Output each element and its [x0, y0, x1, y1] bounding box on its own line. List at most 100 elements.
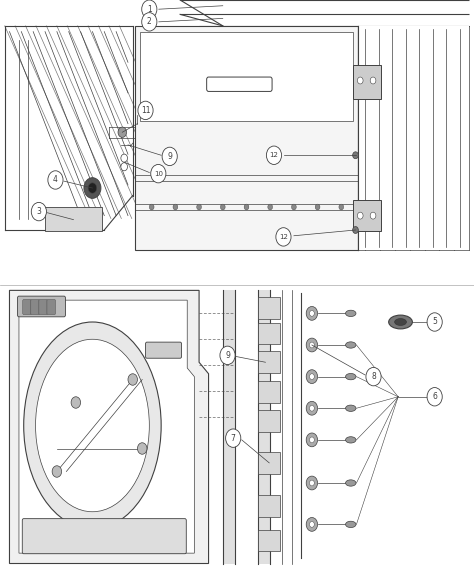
Circle shape	[48, 171, 63, 189]
Ellipse shape	[346, 437, 356, 443]
FancyBboxPatch shape	[18, 296, 65, 317]
Circle shape	[149, 204, 154, 210]
Circle shape	[427, 388, 442, 406]
Circle shape	[306, 338, 318, 352]
Circle shape	[370, 77, 376, 84]
FancyBboxPatch shape	[258, 323, 280, 344]
Circle shape	[276, 228, 291, 246]
Circle shape	[306, 476, 318, 490]
Text: 6: 6	[432, 392, 437, 401]
FancyBboxPatch shape	[353, 200, 381, 231]
Circle shape	[306, 401, 318, 415]
Polygon shape	[223, 290, 235, 564]
Text: 7: 7	[231, 434, 236, 443]
Text: 12: 12	[279, 234, 288, 240]
Ellipse shape	[389, 315, 412, 329]
Text: 5: 5	[432, 317, 437, 327]
Text: 8: 8	[371, 372, 376, 381]
Text: 9: 9	[167, 152, 172, 161]
Circle shape	[357, 212, 363, 219]
Circle shape	[128, 374, 137, 385]
Circle shape	[244, 204, 249, 210]
Circle shape	[366, 367, 381, 386]
Circle shape	[173, 204, 178, 210]
Circle shape	[266, 146, 282, 164]
Text: 11: 11	[141, 106, 150, 115]
FancyBboxPatch shape	[22, 519, 186, 554]
Ellipse shape	[346, 310, 356, 316]
Circle shape	[197, 204, 201, 210]
Text: 2: 2	[147, 17, 152, 26]
Circle shape	[162, 147, 177, 166]
FancyBboxPatch shape	[39, 300, 47, 315]
FancyBboxPatch shape	[258, 452, 280, 474]
Polygon shape	[258, 290, 270, 564]
Ellipse shape	[394, 319, 406, 325]
Circle shape	[306, 433, 318, 447]
Ellipse shape	[346, 521, 356, 528]
Circle shape	[310, 342, 314, 348]
Circle shape	[84, 178, 101, 198]
FancyBboxPatch shape	[258, 410, 280, 432]
Circle shape	[353, 152, 358, 159]
FancyBboxPatch shape	[258, 297, 280, 319]
Circle shape	[310, 522, 314, 527]
Polygon shape	[19, 300, 194, 553]
Ellipse shape	[346, 342, 356, 348]
Circle shape	[142, 13, 157, 31]
Circle shape	[31, 202, 46, 221]
Circle shape	[310, 405, 314, 411]
Circle shape	[52, 466, 62, 477]
FancyBboxPatch shape	[23, 300, 31, 315]
Circle shape	[71, 397, 81, 408]
Polygon shape	[45, 207, 102, 231]
Ellipse shape	[24, 322, 161, 529]
Text: 10: 10	[154, 171, 163, 177]
Circle shape	[339, 204, 344, 210]
Circle shape	[357, 77, 363, 84]
Circle shape	[370, 212, 376, 219]
Circle shape	[310, 310, 314, 316]
Circle shape	[118, 127, 127, 137]
Polygon shape	[135, 26, 358, 250]
Circle shape	[306, 306, 318, 320]
Circle shape	[137, 443, 147, 454]
Circle shape	[353, 227, 358, 233]
FancyBboxPatch shape	[353, 65, 381, 99]
Polygon shape	[5, 26, 133, 230]
FancyBboxPatch shape	[258, 495, 280, 517]
Circle shape	[310, 374, 314, 380]
Circle shape	[220, 204, 225, 210]
Text: 3: 3	[36, 207, 41, 216]
Ellipse shape	[346, 374, 356, 380]
Circle shape	[310, 480, 314, 486]
Ellipse shape	[346, 405, 356, 412]
Circle shape	[151, 164, 166, 183]
Circle shape	[142, 0, 157, 18]
Polygon shape	[9, 290, 209, 564]
Circle shape	[121, 163, 128, 171]
Circle shape	[427, 313, 442, 331]
Circle shape	[88, 183, 97, 193]
Circle shape	[226, 429, 241, 447]
Text: 4: 4	[53, 175, 58, 185]
FancyBboxPatch shape	[258, 530, 280, 551]
Polygon shape	[140, 32, 353, 121]
Circle shape	[220, 346, 235, 365]
Circle shape	[268, 204, 273, 210]
Circle shape	[292, 204, 296, 210]
FancyBboxPatch shape	[207, 77, 272, 91]
Ellipse shape	[36, 339, 149, 512]
FancyBboxPatch shape	[31, 300, 39, 315]
Circle shape	[121, 154, 128, 162]
Circle shape	[310, 437, 314, 443]
Circle shape	[315, 204, 320, 210]
Text: 9: 9	[225, 351, 230, 360]
Text: 12: 12	[270, 152, 278, 158]
FancyBboxPatch shape	[258, 351, 280, 373]
Polygon shape	[358, 26, 469, 250]
Circle shape	[138, 101, 153, 120]
FancyBboxPatch shape	[146, 342, 182, 358]
Text: 1: 1	[147, 5, 152, 14]
Circle shape	[306, 518, 318, 531]
